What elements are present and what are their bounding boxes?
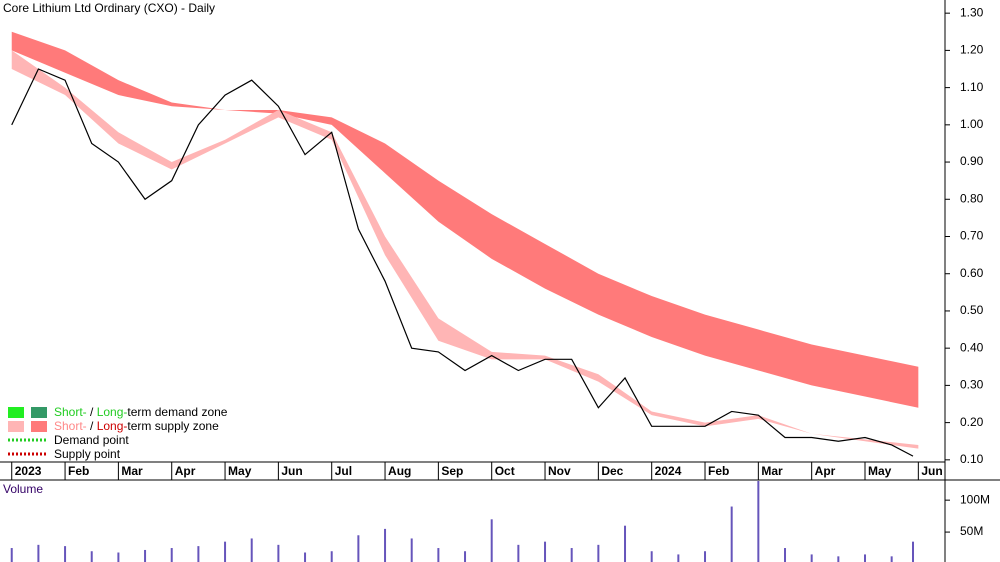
volume-bar [890,556,893,562]
volume-title: Volume [3,482,43,496]
volume-bar [224,541,227,562]
y-tick-label: 0.30 [960,378,984,392]
x-tick-label: Nov [548,464,571,478]
x-tick-label: May [868,464,892,478]
price-line [11,68,914,457]
volume-bar [90,551,93,562]
volume-bar [170,548,173,562]
volume-bar [437,548,440,562]
volume-bar [864,554,867,562]
x-tick-label: Jul [335,464,352,478]
volume-bar [624,525,627,562]
legend-swatch [31,407,47,418]
y-tick-label: 0.70 [960,229,984,243]
legend-label: Short- / Long-term demand zone [54,405,228,419]
volume-bar [757,481,760,562]
volume-bar [704,551,707,562]
volume-bar [517,544,520,562]
y-tick-label: 50M [960,524,983,538]
volume-bar [37,544,40,562]
x-tick-label: May [228,464,252,478]
legend: Short- / Long-term demand zone Short- / … [8,405,228,461]
volume-bar [10,548,13,562]
legend-part: Long- [97,405,128,419]
x-tick-label: 2024 [655,464,682,478]
legend-part: Short- [54,419,87,433]
x-tick-label: Feb [708,464,729,478]
x-tick-label: Feb [68,464,89,478]
volume-bar [64,546,67,562]
y-tick-label: 0.10 [960,452,984,466]
x-tick-label: Sep [441,464,463,478]
legend-swatch [31,421,47,432]
legend-part: term supply zone [127,419,219,433]
x-tick-label: Jun [921,464,942,478]
y-tick-label: 1.30 [960,5,984,19]
legend-label: Supply point [54,447,121,461]
chart-title: Core Lithium Ltd Ordinary (CXO) - Daily [3,1,215,15]
legend-part: Long- [97,419,128,433]
volume-bar [277,544,280,562]
volume-bar [197,546,200,562]
y-tick-label: 0.40 [960,340,984,354]
volume-bar [144,549,147,562]
volume-bar [650,551,653,562]
x-tick-label: Dec [601,464,623,478]
x-tick-label: 2023 [15,464,42,478]
volume-bar [544,541,547,562]
volume-bar [912,541,915,562]
x-tick-label: Apr [175,464,196,478]
x-tick-label: Mar [761,464,783,478]
y-tick-label: 1.10 [960,80,984,94]
volume-bar [410,538,413,562]
y-tick-label: 0.50 [960,303,984,317]
legend-swatch [8,407,24,418]
volume-bar [570,548,573,562]
volume-bar [250,538,253,562]
legend-label: Demand point [54,433,129,447]
x-tick-label: Mar [121,464,143,478]
legend-part: term demand zone [127,405,227,419]
legend-part: / [87,405,97,419]
volume-bar [357,535,360,562]
volume-bar [304,552,307,562]
legend-part: / [87,419,97,433]
volume-bar [384,528,387,562]
y-tick-label: 0.90 [960,154,984,168]
volume-bar [464,551,467,562]
volume-bar [784,548,787,562]
y-tick-label: 0.60 [960,266,984,280]
volume-bar [810,554,813,562]
zone-band [11,31,919,408]
x-tick-label: Jun [281,464,302,478]
legend-part: Short- [54,405,87,419]
y-tick-label: 0.20 [960,415,984,429]
volume-bar [837,556,840,562]
y-tick-label: 1.00 [960,117,984,131]
y-tick-label: 100M [960,492,990,506]
volume-bar [117,552,120,562]
volume-bar [330,551,333,562]
volume-bar [730,506,733,562]
volume-bar [677,554,680,562]
volume-bar [597,544,600,562]
y-tick-label: 0.80 [960,191,984,205]
x-tick-label: Apr [815,464,836,478]
x-tick-label: Oct [495,464,515,478]
legend-label: Short- / Long-term supply zone [54,419,219,433]
volume-bar [490,519,493,562]
x-tick-label: Aug [388,464,411,478]
y-tick-label: 1.20 [960,43,984,57]
legend-swatch [8,421,24,432]
